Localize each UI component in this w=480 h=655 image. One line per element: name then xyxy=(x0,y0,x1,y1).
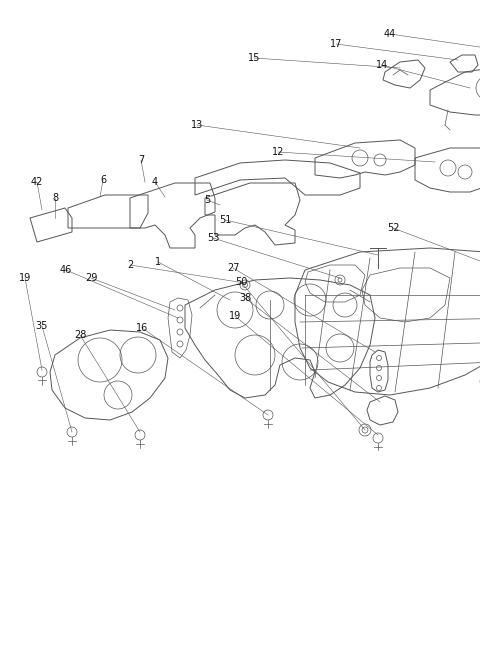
Text: 12: 12 xyxy=(272,147,284,157)
Text: 19: 19 xyxy=(19,273,31,283)
Text: 17: 17 xyxy=(330,39,342,49)
Text: 28: 28 xyxy=(74,330,86,340)
Text: 38: 38 xyxy=(239,293,251,303)
Text: 14: 14 xyxy=(376,60,388,70)
Text: 27: 27 xyxy=(227,263,239,273)
Text: 46: 46 xyxy=(60,265,72,275)
Text: 19: 19 xyxy=(229,311,241,321)
Text: 15: 15 xyxy=(248,53,260,63)
Text: 16: 16 xyxy=(136,323,148,333)
Text: 50: 50 xyxy=(235,277,247,287)
Text: 1: 1 xyxy=(155,257,161,267)
Text: 6: 6 xyxy=(100,175,106,185)
Text: 8: 8 xyxy=(52,193,58,203)
Text: 51: 51 xyxy=(219,215,231,225)
Text: 5: 5 xyxy=(204,195,210,205)
Text: 35: 35 xyxy=(36,321,48,331)
Text: 29: 29 xyxy=(85,273,97,283)
Text: 53: 53 xyxy=(207,233,219,243)
Text: 2: 2 xyxy=(127,260,133,270)
Text: 52: 52 xyxy=(387,223,399,233)
Text: 13: 13 xyxy=(191,120,203,130)
Text: 7: 7 xyxy=(138,155,144,165)
Text: 42: 42 xyxy=(31,177,43,187)
Text: 4: 4 xyxy=(152,177,158,187)
Text: 44: 44 xyxy=(384,29,396,39)
